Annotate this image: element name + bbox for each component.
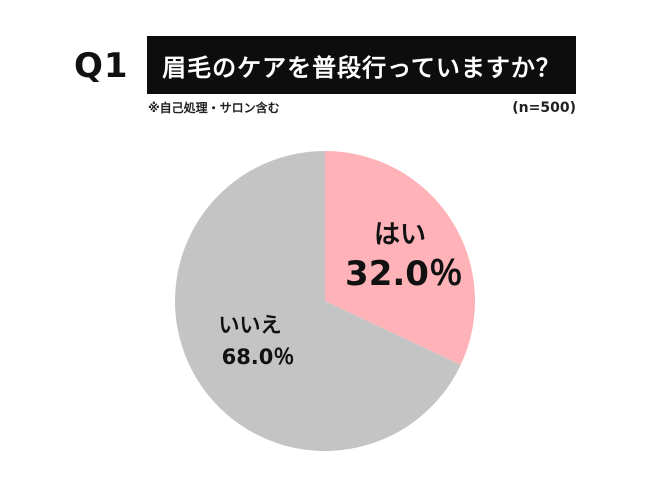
chart-title: 眉毛のケアを普段行っていますか？: [147, 36, 576, 94]
pie-slice-no: [174, 151, 461, 452]
question-number: Q1: [74, 46, 129, 86]
slice-value-label: 32.0％: [345, 254, 463, 294]
slice-value-label: 68.0％: [222, 345, 295, 369]
pie-slice-yes: [325, 151, 475, 365]
slice-category-label: いいえ: [219, 313, 282, 337]
slice-category-label: はい: [374, 220, 426, 250]
sample-size: (n=500): [512, 100, 576, 116]
note-text: ※自己処理・サロン含む: [148, 101, 280, 115]
